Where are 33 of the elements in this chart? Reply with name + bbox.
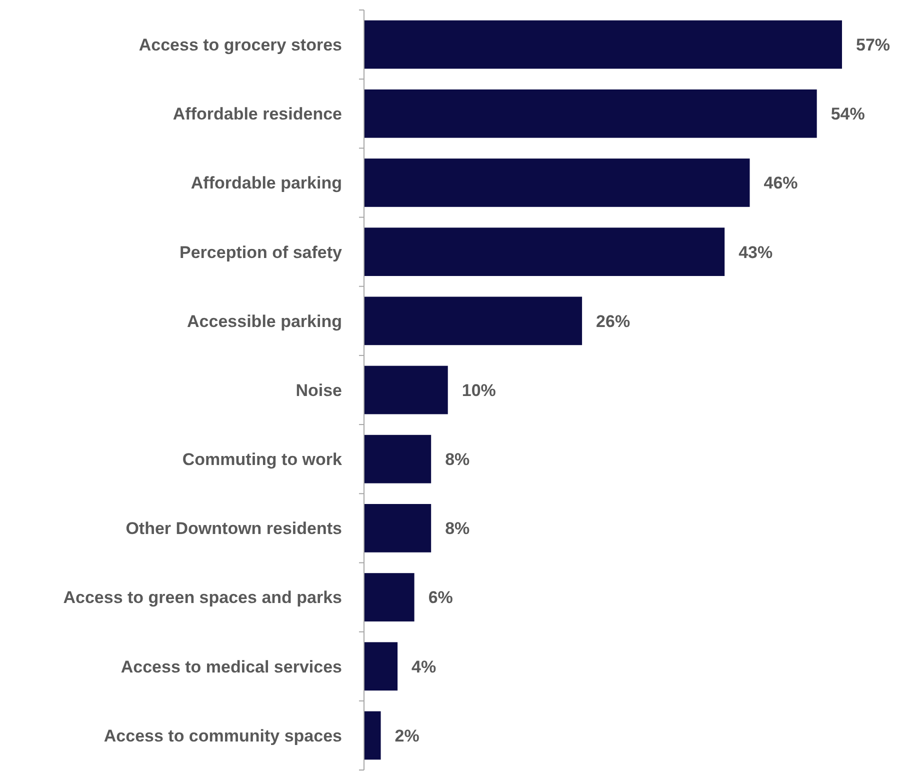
bar bbox=[364, 20, 842, 69]
bar bbox=[364, 642, 398, 691]
bar bbox=[364, 711, 381, 760]
data-label: 4% bbox=[412, 657, 436, 676]
data-label: 26% bbox=[596, 312, 630, 331]
bar bbox=[364, 158, 750, 207]
data-label: 8% bbox=[445, 450, 470, 470]
y-tick-label: Affordable residence bbox=[172, 104, 342, 124]
y-tick-label: Access to medical services bbox=[120, 657, 342, 676]
y-tick-label: Access to community spaces bbox=[104, 726, 342, 746]
y-tick-label: Accessible parking bbox=[187, 312, 342, 331]
y-tick-label: Commuting to work bbox=[182, 450, 343, 470]
y-tick-label: Perception of safety bbox=[180, 242, 343, 262]
data-label: 8% bbox=[445, 519, 470, 538]
bar bbox=[364, 89, 817, 138]
data-label: 54% bbox=[830, 104, 865, 124]
y-tick-label: Access to grocery stores bbox=[138, 35, 342, 54]
data-label: 2% bbox=[394, 726, 420, 746]
data-label: 57% bbox=[856, 35, 890, 54]
y-tick-label: Noise bbox=[296, 380, 342, 400]
data-label: 46% bbox=[764, 174, 798, 193]
bar bbox=[364, 228, 725, 276]
bar bbox=[364, 504, 432, 552]
y-tick-label: Access to green spaces and parks bbox=[63, 588, 342, 608]
data-label: 43% bbox=[738, 242, 773, 262]
y-tick-label: Affordable parking bbox=[190, 174, 342, 193]
data-label: 6% bbox=[428, 588, 453, 608]
data-label: 10% bbox=[462, 380, 496, 400]
y-tick-label: Other Downtown residents bbox=[126, 519, 342, 538]
bar bbox=[364, 366, 448, 414]
bar bbox=[364, 434, 432, 484]
bar bbox=[364, 573, 414, 622]
bar bbox=[364, 296, 582, 346]
